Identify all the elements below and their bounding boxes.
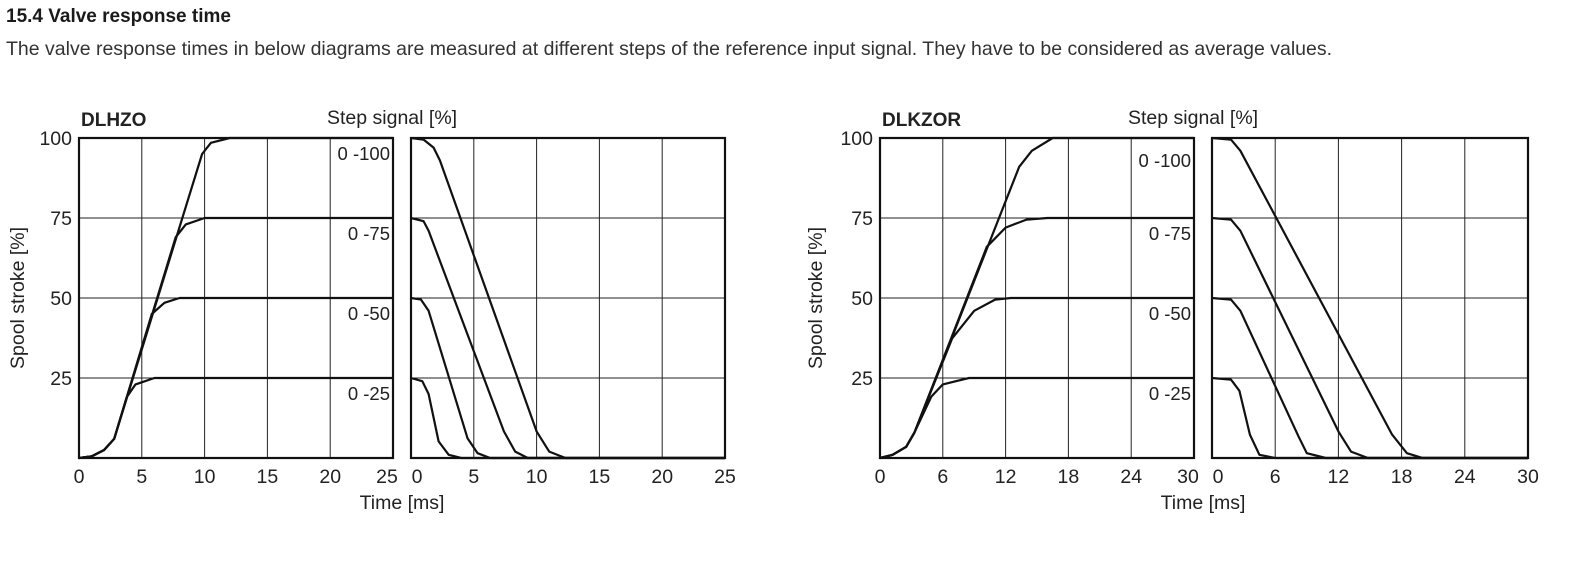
y-tick-label: 50 bbox=[50, 288, 72, 310]
step-signal-label: 0 -25 bbox=[348, 383, 390, 404]
x-tick-label: 20 bbox=[319, 466, 341, 488]
fall-curve-0-75 bbox=[410, 216, 725, 460]
x-tick-label: 18 bbox=[1391, 466, 1413, 488]
x-tick-label: 24 bbox=[1120, 466, 1142, 488]
x-tick-label: 30 bbox=[1517, 466, 1539, 488]
legend-title: Step signal [%] bbox=[1128, 107, 1258, 129]
y-tick-label: 75 bbox=[50, 208, 72, 230]
y-tick-label: 25 bbox=[851, 368, 873, 390]
step-signal-label: 0 -50 bbox=[348, 303, 390, 324]
step-signal-label: 0 -25 bbox=[1149, 383, 1191, 404]
x-tick-label: 0 bbox=[875, 466, 886, 488]
step-signal-label: 0 -100 bbox=[1139, 150, 1191, 171]
x-tick-label: 30 bbox=[1177, 466, 1199, 488]
fall-curve-0-25 bbox=[410, 376, 725, 460]
x-tick-label: 18 bbox=[1058, 466, 1080, 488]
x-tick-label: 10 bbox=[194, 466, 216, 488]
x-tick-label: 25 bbox=[376, 466, 398, 488]
chart-title: DLKZOR bbox=[882, 110, 961, 131]
y-tick-label: 100 bbox=[840, 128, 873, 150]
y-tick-label: 100 bbox=[39, 128, 72, 150]
rise-curve-0-75 bbox=[78, 216, 393, 460]
x-tick-label: 25 bbox=[714, 466, 736, 488]
fall-curve-0-25 bbox=[1211, 376, 1528, 460]
rise-curve-0-25 bbox=[78, 376, 393, 460]
y-axis-label: Spool stroke [%] bbox=[805, 227, 827, 369]
x-tick-label: 15 bbox=[589, 466, 611, 488]
section-title: 15.4 Valve response time bbox=[6, 6, 231, 27]
legend-title: Step signal [%] bbox=[327, 107, 457, 129]
fall-curve-0-75 bbox=[1211, 216, 1528, 460]
x-tick-label: 6 bbox=[937, 466, 948, 488]
x-axis-label: Time [ms] bbox=[360, 492, 445, 514]
x-tick-label: 12 bbox=[1328, 466, 1350, 488]
y-tick-label: 50 bbox=[851, 288, 873, 310]
x-tick-label: 0 bbox=[412, 466, 423, 488]
step-signal-label: 0 -100 bbox=[338, 143, 390, 164]
step-signal-label: 0 -75 bbox=[348, 223, 390, 244]
x-tick-label: 20 bbox=[651, 466, 673, 488]
x-tick-label: 6 bbox=[1270, 466, 1281, 488]
x-tick-label: 5 bbox=[468, 466, 479, 488]
x-tick-label: 0 bbox=[1213, 466, 1224, 488]
y-axis-label: Spool stroke [%] bbox=[7, 227, 29, 369]
y-tick-label: 25 bbox=[50, 368, 72, 390]
rise-curve-0-25 bbox=[879, 376, 1194, 460]
chart-title: DLHZO bbox=[81, 110, 146, 131]
x-tick-label: 5 bbox=[136, 466, 147, 488]
x-tick-label: 10 bbox=[526, 466, 548, 488]
x-tick-label: 0 bbox=[74, 466, 85, 488]
y-tick-label: 75 bbox=[851, 208, 873, 230]
rise-curve-0-75 bbox=[879, 216, 1194, 460]
section-description: The valve response times in below diagra… bbox=[6, 38, 1333, 60]
step-signal-label: 0 -50 bbox=[1149, 303, 1191, 324]
x-tick-label: 24 bbox=[1454, 466, 1476, 488]
x-axis-label: Time [ms] bbox=[1161, 492, 1246, 514]
step-signal-label: 0 -75 bbox=[1149, 223, 1191, 244]
x-tick-label: 15 bbox=[257, 466, 279, 488]
x-tick-label: 12 bbox=[995, 466, 1017, 488]
